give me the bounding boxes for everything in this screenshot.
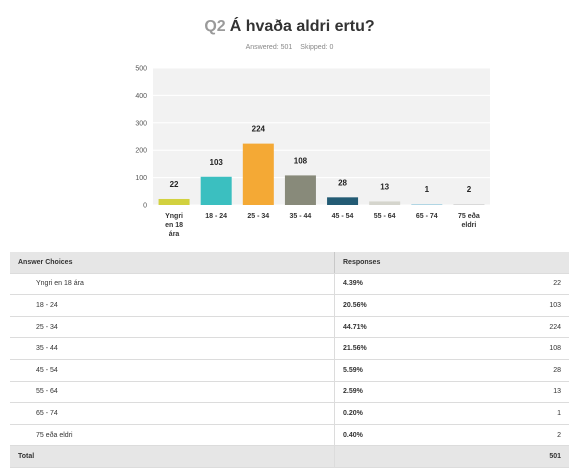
count-cell: 2: [463, 424, 569, 447]
table-row: 65 - 74 0.20% 1: [10, 402, 569, 425]
count-cell: 1: [463, 402, 569, 425]
data-label: 13: [380, 182, 389, 191]
percent-cell: 0.40%: [334, 424, 463, 447]
data-label: 2: [467, 185, 472, 194]
y-tick-label: 0: [143, 203, 147, 210]
response-summary: Answered: 501 Skipped: 0: [0, 44, 579, 51]
bar-chart: 0 100 200 300 400 500 22 Yngri en 18 ára 103 18 - 2…: [135, 66, 490, 238]
x-tick-label: 75 eða: [458, 212, 480, 220]
y-tick-label: 400: [135, 93, 147, 100]
count-cell: 28: [463, 359, 569, 382]
percent-cell: 2.59%: [334, 381, 463, 404]
choice-cell: 55 - 64: [10, 381, 335, 404]
bar: [284, 175, 316, 205]
y-tick-label: 300: [135, 120, 147, 127]
x-tick-label: 35 - 44: [290, 213, 312, 220]
answered-count: Answered: 501: [245, 44, 293, 51]
data-label: 22: [170, 180, 179, 189]
bar: [453, 204, 485, 205]
bar: [369, 201, 401, 205]
question-text: Á hvaða aldri ertu?: [229, 18, 375, 35]
choice-cell: 25 - 34: [10, 316, 335, 339]
table-row: 45 - 54 5.59% 28: [10, 359, 569, 382]
table-row: 18 - 24 20.56% 103: [10, 294, 569, 317]
responses-header: Responses: [334, 252, 569, 274]
table-row: 75 eða eldri 0.40% 2: [10, 424, 569, 447]
x-tick-label: Yngri: [165, 213, 183, 220]
total-percent-cell: [334, 445, 463, 468]
data-label: 103: [210, 158, 224, 167]
bar: [158, 198, 190, 205]
count-cell: 224: [463, 316, 569, 339]
choice-cell: 35 - 44: [10, 337, 335, 360]
percent-cell: 20.56%: [334, 294, 463, 317]
percent-cell: 4.39%: [334, 273, 463, 296]
total-row: Total 501: [10, 445, 569, 468]
table-header-row: Answer Choices Responses: [10, 252, 569, 274]
skipped-count: Skipped: 0: [300, 44, 334, 51]
x-tick-label: en 18: [165, 222, 183, 229]
y-tick-label: 500: [135, 66, 147, 73]
percent-cell: 5.59%: [334, 359, 463, 382]
x-tick-label: 65 - 74: [416, 213, 438, 220]
count-cell: 13: [463, 381, 569, 404]
responses-table: Answer Choices Responses Yngri en 18 ára…: [10, 252, 569, 468]
y-tick-label: 100: [135, 175, 147, 182]
question-title: Q2 Á hvaða aldri ertu?: [0, 18, 579, 36]
x-tick-label: 45 - 54: [332, 213, 354, 220]
data-label: 108: [294, 156, 308, 165]
choice-cell: 75 eða eldri: [10, 424, 335, 447]
table-row: 35 - 44 21.56% 108: [10, 337, 569, 360]
x-tick-label: 55 - 64: [374, 213, 396, 220]
choice-cell: 65 - 74: [10, 402, 335, 425]
choice-cell: 45 - 54: [10, 359, 335, 382]
percent-cell: 21.56%: [334, 337, 463, 360]
answer-choices-header: Answer Choices: [10, 252, 335, 274]
count-cell: 103: [463, 294, 569, 317]
table-row: 25 - 34 44.71% 224: [10, 316, 569, 339]
x-tick-label: ára: [169, 231, 180, 238]
total-label: Total: [10, 445, 335, 468]
data-label: 1: [425, 185, 430, 194]
table-row: Yngri en 18 ára 4.39% 22: [10, 273, 569, 296]
count-cell: 22: [463, 273, 569, 296]
percent-cell: 0.20%: [334, 402, 463, 425]
question-number: Q2: [204, 18, 226, 35]
percent-cell: 44.71%: [334, 316, 463, 339]
y-tick-label: 200: [135, 148, 147, 155]
bar: [327, 197, 359, 205]
bar: [242, 143, 274, 205]
data-label: 28: [338, 178, 347, 187]
bar: [200, 176, 232, 205]
x-tick-label: 25 - 34: [247, 213, 269, 220]
count-cell: 108: [463, 337, 569, 360]
total-count: 501: [463, 445, 569, 468]
x-tick-label: 18 - 24: [205, 213, 227, 220]
table-row: 55 - 64 2.59% 13: [10, 381, 569, 404]
x-tick-label: eldri: [462, 222, 477, 229]
data-label: 224: [252, 125, 266, 134]
choice-cell: Yngri en 18 ára: [10, 273, 335, 296]
choice-cell: 18 - 24: [10, 294, 335, 317]
bar: [411, 204, 443, 205]
